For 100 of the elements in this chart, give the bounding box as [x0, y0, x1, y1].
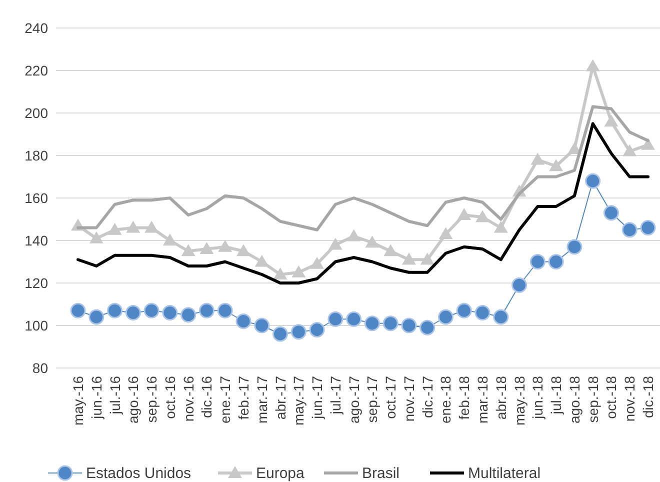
y-tick-label: 240: [24, 20, 48, 36]
point: [548, 254, 564, 270]
point: [292, 265, 306, 278]
point: [236, 244, 250, 256]
x-tick-label: abr.-18: [492, 376, 509, 420]
x-tick-label: jul.-18: [548, 376, 564, 416]
point: [420, 252, 434, 265]
point: [474, 305, 490, 320]
point: [438, 227, 453, 240]
point: [162, 234, 177, 246]
point: [401, 318, 417, 334]
point: [198, 302, 214, 318]
point: [420, 320, 436, 336]
y-tick-label: 180: [24, 147, 48, 164]
point: [107, 302, 123, 318]
point: [604, 114, 618, 126]
point: [89, 231, 104, 244]
point: [457, 208, 472, 220]
point: [180, 307, 196, 323]
y-tick-label: 220: [24, 62, 48, 78]
x-tick-label: dic.-16: [198, 376, 215, 418]
point: [641, 138, 655, 150]
y-tick-label: 200: [24, 104, 48, 121]
x-tick-label: dic.-17: [419, 376, 436, 418]
point: [566, 239, 582, 255]
point: [640, 220, 656, 236]
point: [328, 238, 342, 250]
x-tick-label: mar.-17: [254, 376, 270, 424]
y-tick-label: 100: [24, 317, 48, 334]
point: [476, 210, 490, 222]
y-tick-label: 80: [32, 360, 48, 376]
y-tick-label: 140: [24, 232, 48, 248]
point: [364, 316, 380, 332]
point: [438, 309, 454, 325]
legend-label: Multilateral: [468, 465, 541, 482]
x-tick-label: oct.-17: [382, 376, 399, 419]
x-tick-label: nov.-18: [622, 376, 638, 422]
point: [125, 305, 141, 320]
point: [512, 277, 528, 293]
x-tick-label: sep.-16: [144, 376, 160, 423]
point: [328, 311, 344, 327]
x-tick-label: sep.-17: [364, 376, 380, 423]
x-tick-label: jun.-18: [530, 376, 546, 420]
x-tick-label: dic.-18: [640, 376, 656, 418]
y-tick-label: 120: [24, 274, 48, 291]
point: [108, 222, 122, 235]
x-tick-label: may.-18: [511, 376, 528, 426]
legend-label: Europa: [256, 465, 306, 482]
x-tick-label: may.-16: [70, 376, 86, 426]
x-tick-label: ene.-18: [438, 376, 454, 424]
point: [586, 59, 600, 72]
point: [144, 302, 160, 318]
point: [549, 159, 564, 172]
x-tick-label: feb.-18: [456, 376, 472, 420]
x-tick-label: ago.-17: [346, 376, 362, 424]
point: [530, 254, 546, 270]
x-tick-label: jun.-17: [309, 376, 326, 420]
x-tick-label: feb.-17: [235, 376, 252, 420]
x-tick-label: nov.-16: [180, 376, 196, 422]
x-tick-label: jul.-17: [327, 376, 344, 416]
point: [254, 254, 269, 267]
point: [622, 144, 637, 156]
point: [382, 316, 398, 332]
x-tick-label: may.-17: [290, 376, 307, 426]
x-tick-label: jul.-16: [106, 376, 123, 416]
point: [273, 268, 288, 280]
point: [493, 309, 509, 325]
point: [88, 309, 104, 325]
x-tick-label: ago.-16: [125, 376, 142, 424]
line-series: [76, 122, 650, 284]
x-tick-label: nov.-17: [400, 376, 417, 422]
point: [310, 256, 324, 269]
point: [346, 229, 361, 242]
point: [218, 240, 232, 252]
x-tick-label: abr.-17: [272, 376, 288, 420]
point: [70, 302, 86, 318]
point: [456, 302, 472, 318]
point: [126, 220, 140, 233]
point: [272, 326, 288, 342]
point: [309, 322, 325, 338]
point: [402, 252, 416, 265]
point: [585, 173, 601, 189]
x-tick-label: sep.-18: [584, 376, 601, 423]
point: [200, 242, 214, 254]
point: [254, 318, 270, 334]
point: [346, 311, 362, 327]
point: [236, 314, 252, 329]
point: [217, 302, 233, 318]
x-tick-label: ago.-18: [566, 376, 582, 424]
point: [290, 324, 306, 340]
point: [603, 205, 619, 221]
point: [162, 305, 178, 320]
point: [622, 222, 638, 238]
y-tick-label: 160: [24, 190, 48, 206]
point: [181, 244, 196, 256]
x-tick-label: oct.-18: [603, 376, 620, 419]
legend-label: Brasil: [362, 465, 400, 482]
point: [530, 152, 545, 165]
legend-label: Estados Unidos: [86, 465, 192, 482]
x-tick-label: oct.-16: [162, 376, 178, 419]
